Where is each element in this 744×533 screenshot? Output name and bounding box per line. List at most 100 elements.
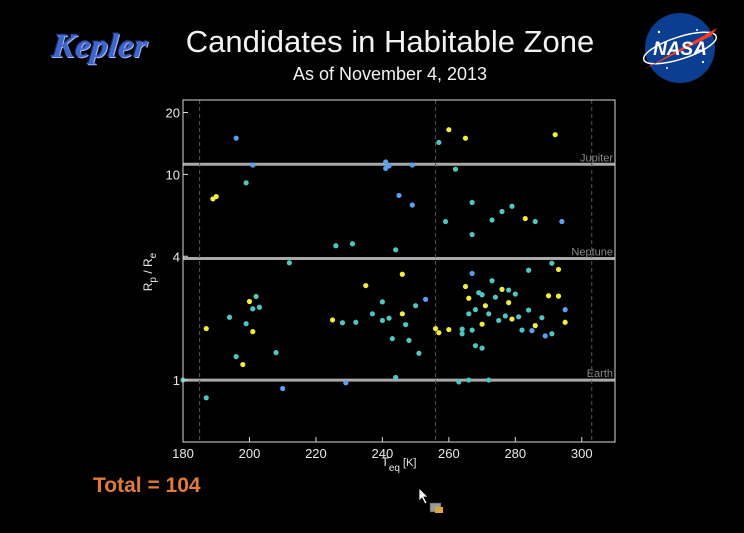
data-point xyxy=(506,287,512,293)
reference-line-label: Earth xyxy=(587,368,613,380)
data-point xyxy=(492,294,498,300)
x-axis-label-unit: [K] xyxy=(403,457,416,469)
nasa-logo-text: NASA xyxy=(653,39,707,60)
x-axis-label-main: T xyxy=(382,455,390,469)
data-point xyxy=(559,218,565,225)
data-point xyxy=(482,303,488,309)
data-point xyxy=(519,327,525,333)
data-point xyxy=(422,296,429,302)
data-point xyxy=(542,333,548,339)
mouse-cursor-arrow xyxy=(418,487,429,505)
reference-line-label: Neptune xyxy=(571,247,613,259)
y-axis-label-sep: / R xyxy=(141,258,155,277)
data-point xyxy=(469,199,475,206)
data-point xyxy=(552,132,558,138)
y-tick-label: 20 xyxy=(166,105,180,120)
data-point xyxy=(509,203,515,209)
data-point xyxy=(469,327,475,333)
x-axis-label: Teq [K] xyxy=(382,455,417,474)
data-point xyxy=(203,395,209,401)
chart-title: Candidates in Habitable Zone xyxy=(185,24,595,59)
data-point xyxy=(250,306,256,312)
nasa-logo-star-2 xyxy=(696,29,698,31)
data-point xyxy=(532,218,538,225)
x-tick-label: 280 xyxy=(504,446,526,461)
data-point xyxy=(406,337,412,343)
data-point xyxy=(339,320,346,326)
data-point xyxy=(379,317,385,324)
data-point xyxy=(243,180,249,186)
x-tick-label: 260 xyxy=(438,446,460,461)
data-point xyxy=(472,343,479,349)
data-point xyxy=(479,292,485,298)
y-tick-label: 4 xyxy=(173,249,180,264)
data-point xyxy=(389,336,395,342)
data-point xyxy=(256,304,263,310)
plot-frame xyxy=(182,99,616,443)
data-point xyxy=(280,385,286,392)
data-point xyxy=(416,350,422,356)
data-point xyxy=(466,295,472,301)
data-point xyxy=(502,313,508,319)
data-point xyxy=(549,260,555,266)
data-point xyxy=(516,314,522,320)
data-point xyxy=(462,283,469,290)
y-axis-label-sub-e: e xyxy=(148,252,159,258)
chart-subtitle: As of November 4, 2013 xyxy=(292,64,488,84)
data-point xyxy=(555,293,562,299)
data-point xyxy=(522,215,528,222)
x-tick-label: 300 xyxy=(571,446,593,461)
data-point xyxy=(562,307,568,313)
data-point xyxy=(456,379,462,385)
data-point xyxy=(349,241,356,247)
data-point xyxy=(486,377,492,383)
data-point xyxy=(466,377,472,383)
nasa-logo-star-3 xyxy=(666,67,668,69)
data-point xyxy=(393,374,399,381)
data-point xyxy=(446,326,452,333)
data-point xyxy=(512,291,518,297)
data-point xyxy=(386,315,392,321)
data-point xyxy=(469,231,475,238)
data-point xyxy=(496,317,502,324)
data-point xyxy=(432,325,439,332)
total-count: Total = 104 xyxy=(93,474,201,497)
nasa-logo: NASA xyxy=(642,13,718,83)
data-point xyxy=(213,193,219,200)
data-point xyxy=(452,166,459,172)
mouse-cursor-busy-tag xyxy=(435,507,443,513)
x-tick-label: 180 xyxy=(172,446,194,461)
x-tick-label: 220 xyxy=(305,446,327,461)
data-point xyxy=(526,307,532,313)
data-point xyxy=(253,293,259,300)
x-tick-label: 240 xyxy=(372,446,394,461)
data-point xyxy=(250,162,256,168)
data-point xyxy=(469,270,475,277)
data-point xyxy=(379,299,385,305)
data-point xyxy=(479,345,485,351)
data-point xyxy=(446,127,452,133)
reference-line-label: Jupiter xyxy=(580,152,613,164)
data-point xyxy=(489,278,495,284)
data-point xyxy=(462,135,469,141)
data-point xyxy=(499,286,505,292)
data-point xyxy=(393,247,399,253)
data-point xyxy=(479,321,485,327)
data-point xyxy=(442,218,449,225)
x-tick-label: 200 xyxy=(239,446,261,461)
data-point xyxy=(555,266,562,273)
data-point xyxy=(386,163,392,169)
y-axis-label-sub-p: p xyxy=(148,277,159,283)
data-point xyxy=(226,314,233,320)
data-point xyxy=(539,315,545,321)
nasa-logo-swoosh xyxy=(643,28,717,70)
data-point xyxy=(459,331,465,337)
data-point xyxy=(203,325,209,332)
data-point xyxy=(233,354,239,360)
nasa-logo-star-4 xyxy=(701,60,705,64)
data-point xyxy=(250,329,256,335)
y-axis-label: Rp / Re xyxy=(141,252,159,291)
data-point xyxy=(409,202,415,208)
data-point xyxy=(286,260,292,266)
